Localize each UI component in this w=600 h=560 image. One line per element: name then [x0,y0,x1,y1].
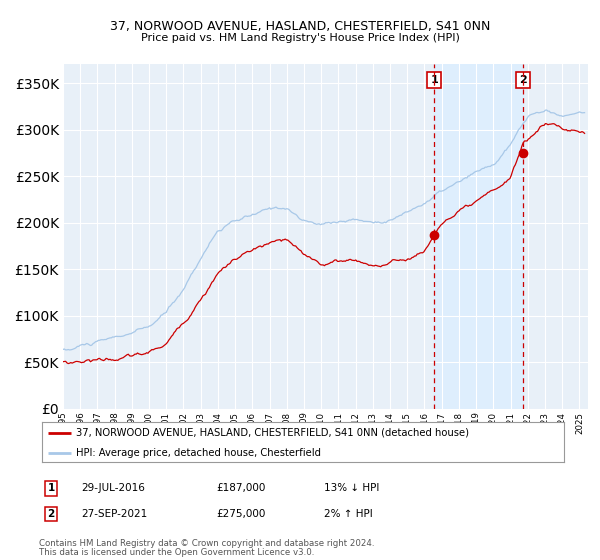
Text: Contains HM Land Registry data © Crown copyright and database right 2024.: Contains HM Land Registry data © Crown c… [39,539,374,548]
Text: This data is licensed under the Open Government Licence v3.0.: This data is licensed under the Open Gov… [39,548,314,557]
Text: 29-JUL-2016: 29-JUL-2016 [81,483,145,493]
Text: 37, NORWOOD AVENUE, HASLAND, CHESTERFIELD, S41 0NN (detached house): 37, NORWOOD AVENUE, HASLAND, CHESTERFIEL… [76,428,469,437]
Text: 2: 2 [520,75,527,85]
Text: 37, NORWOOD AVENUE, HASLAND, CHESTERFIELD, S41 0NN: 37, NORWOOD AVENUE, HASLAND, CHESTERFIEL… [110,20,490,34]
Text: 27-SEP-2021: 27-SEP-2021 [81,509,147,519]
Text: 1: 1 [430,75,438,85]
Text: £275,000: £275,000 [216,509,265,519]
Text: 1: 1 [47,483,55,493]
Text: HPI: Average price, detached house, Chesterfield: HPI: Average price, detached house, Ches… [76,448,321,458]
Text: 2: 2 [47,509,55,519]
Bar [434,64,523,409]
Text: 2% ↑ HPI: 2% ↑ HPI [324,509,373,519]
Text: £187,000: £187,000 [216,483,265,493]
Text: 13% ↓ HPI: 13% ↓ HPI [324,483,379,493]
Text: Price paid vs. HM Land Registry's House Price Index (HPI): Price paid vs. HM Land Registry's House … [140,32,460,43]
